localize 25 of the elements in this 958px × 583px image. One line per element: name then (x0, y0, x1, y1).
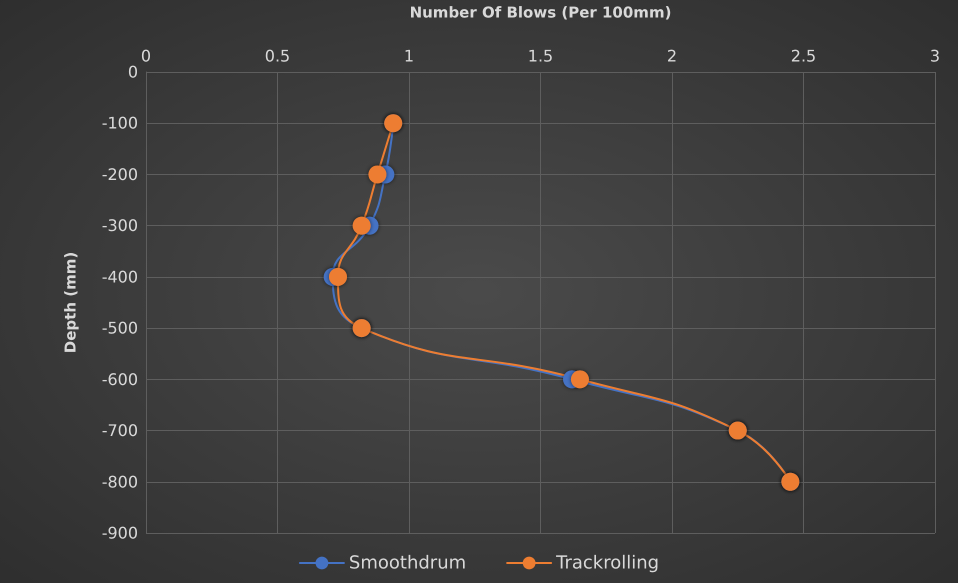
x-tick-label: 1.5 (528, 46, 554, 66)
legend-label: Smoothdrum (348, 552, 466, 574)
x-tick-label: 0.5 (264, 46, 290, 66)
x-tick-label: 0 (140, 46, 152, 66)
point (329, 268, 347, 286)
y-tick-label: -300 (102, 216, 138, 236)
y-axis-title: Depth (mm) (62, 252, 80, 354)
y-tick-label: -700 (102, 421, 138, 440)
x-tick-label: 2 (666, 46, 678, 66)
y-tick-label: -500 (102, 318, 138, 338)
x-tick-label: 2.5 (790, 46, 816, 66)
y-tick-label: -200 (102, 164, 138, 184)
y-tick-label: 0 (128, 62, 138, 82)
legend-label: Trackrolling (555, 552, 660, 574)
y-tick-label: -800 (102, 472, 138, 492)
y-tick-label: -100 (102, 114, 138, 133)
y-tick-label: -400 (102, 267, 138, 286)
x-tick-label: 3 (930, 46, 940, 66)
point (570, 370, 589, 388)
x-tick-label: 1 (404, 46, 414, 66)
point (368, 165, 386, 184)
x-axis-title: Number Of Blows (Per 100mm) (410, 4, 672, 22)
point (352, 216, 371, 235)
y-tick-label: -600 (102, 370, 138, 389)
y-tick-label: -900 (102, 524, 138, 542)
